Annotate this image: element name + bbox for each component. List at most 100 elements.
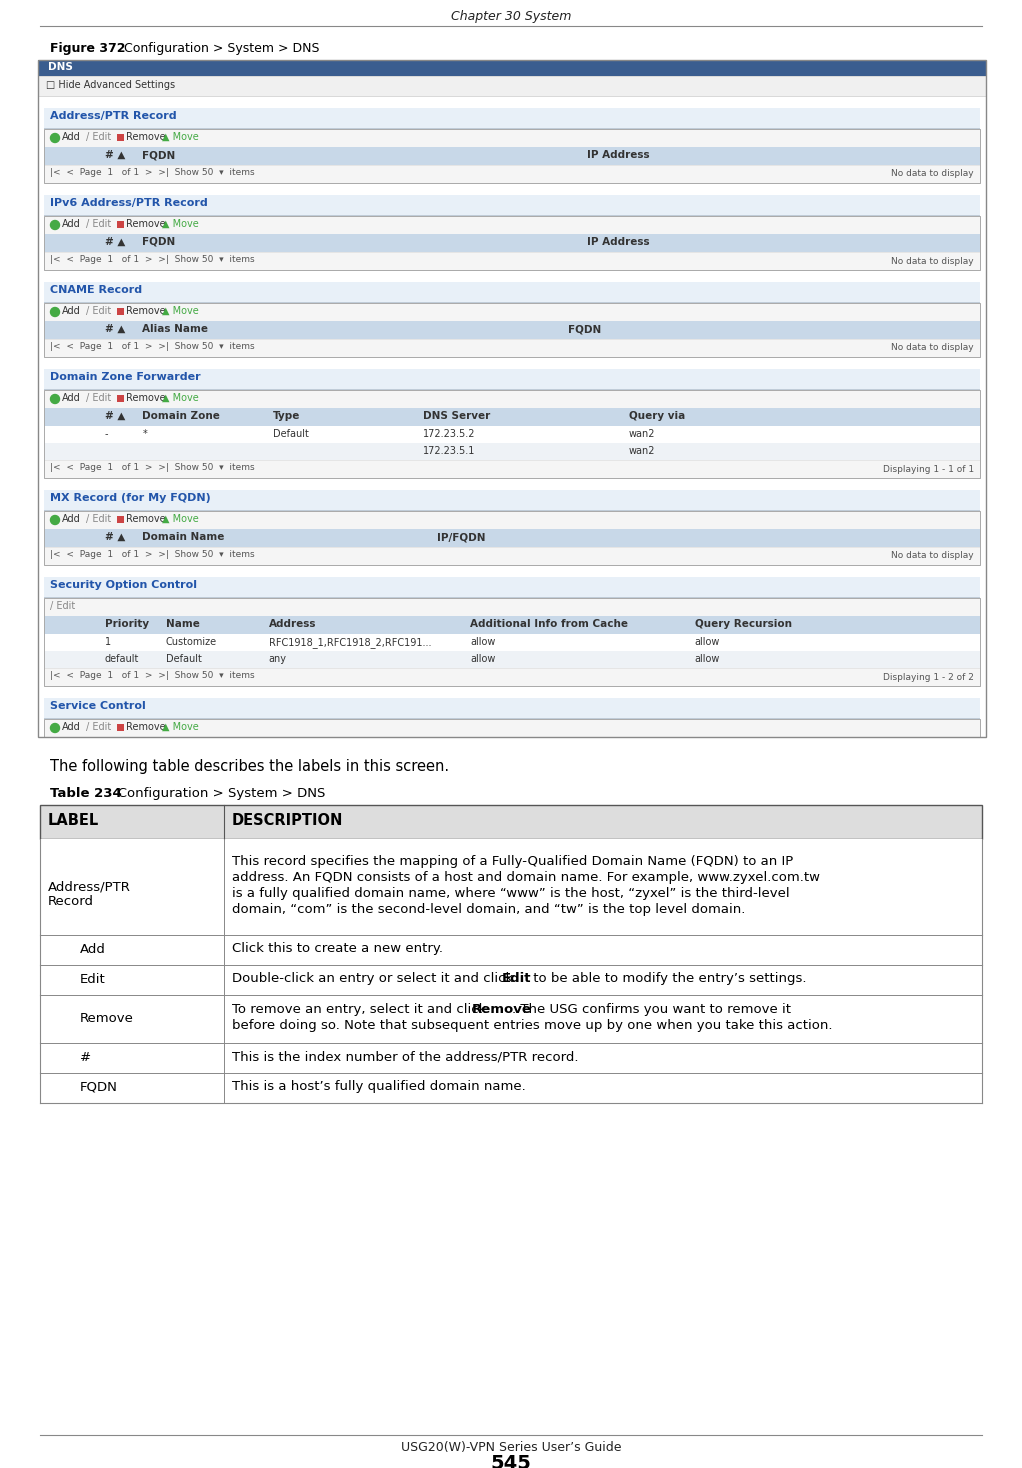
Bar [44,216,980,233]
Text: 172.23.5.2: 172.23.5.2 [423,429,475,439]
Bar [44,597,980,686]
Text: The following table describes the labels in this screen.: The following table describes the labels… [50,759,449,774]
Text: Remove: Remove [80,1011,134,1025]
Text: Name: Name [166,619,199,628]
Text: before doing so. Note that subsequent entries move up by one when you take this : before doing so. Note that subsequent en… [232,1019,832,1032]
Bar [44,390,980,479]
Circle shape [50,220,59,229]
Text: Type: Type [273,411,300,421]
Bar [44,302,980,321]
Bar [40,840,982,935]
Text: Table 234: Table 234 [50,787,122,800]
Text: allow: allow [695,655,719,664]
Text: Query Recursion: Query Recursion [695,619,791,628]
Text: LABEL: LABEL [48,813,99,828]
Text: # ▲: # ▲ [105,411,126,421]
Bar [44,597,980,617]
Bar [44,129,980,184]
Bar [117,134,124,141]
Text: IP/FQDN: IP/FQDN [437,531,485,542]
Text: # ▲: # ▲ [105,236,126,247]
Bar [117,308,124,316]
Bar [117,395,124,402]
Text: Domain Zone Forwarder: Domain Zone Forwarder [50,371,200,382]
Text: USG20(W)-VPN Series User’s Guide: USG20(W)-VPN Series User’s Guide [401,1442,621,1453]
Text: / Edit: / Edit [86,393,111,404]
Text: Add: Add [62,393,81,404]
Bar [44,252,980,270]
Bar [117,724,124,731]
Text: DESCRIPTION: DESCRIPTION [232,813,343,828]
Text: Add: Add [62,132,81,142]
Text: Remove: Remove [126,132,166,142]
Text: ▲ Move: ▲ Move [162,132,198,142]
Bar [44,233,980,252]
Bar [44,548,980,565]
Circle shape [50,134,59,142]
Text: |<  <  Page  1   of 1  >  >|  Show 50  ▾  items: |< < Page 1 of 1 > >| Show 50 ▾ items [50,550,254,559]
Text: domain, “com” is the second-level domain, and “tw” is the top level domain.: domain, “com” is the second-level domain… [232,903,745,916]
Text: This is the index number of the address/PTR record.: This is the index number of the address/… [232,1050,578,1063]
Bar [44,511,980,528]
Text: DNS Server: DNS Server [423,411,491,421]
Text: IPv6 Address/PTR Record: IPv6 Address/PTR Record [50,198,207,208]
Text: Address/PTR
Record: Address/PTR Record [48,879,131,909]
Text: |<  <  Page  1   of 1  >  >|  Show 50  ▾  items: |< < Page 1 of 1 > >| Show 50 ▾ items [50,167,254,178]
Text: ▲ Move: ▲ Move [162,305,198,316]
Bar [44,490,980,509]
Bar [44,321,980,339]
Bar [44,443,980,459]
Bar [40,1042,982,1073]
Text: wan2: wan2 [629,446,655,457]
Text: #: # [80,1051,91,1064]
Circle shape [50,724,59,733]
Text: Add: Add [62,722,81,733]
Bar [44,147,980,164]
Bar [44,719,980,737]
Bar [117,515,124,523]
Text: Service Control: Service Control [50,702,146,711]
Text: Additional Info from Cache: Additional Info from Cache [470,619,628,628]
Bar [44,368,980,389]
Text: Remove: Remove [126,722,166,733]
Text: FQDN: FQDN [142,150,176,160]
Text: wan2: wan2 [629,429,655,439]
Text: Edit: Edit [80,973,105,986]
Bar [44,390,980,408]
Text: Figure 372: Figure 372 [50,43,126,54]
Bar [38,76,986,95]
Text: CNAME Record: CNAME Record [50,285,142,295]
Circle shape [50,515,59,524]
Text: |<  <  Page  1   of 1  >  >|  Show 50  ▾  items: |< < Page 1 of 1 > >| Show 50 ▾ items [50,255,254,264]
Text: Configuration > System > DNS: Configuration > System > DNS [105,787,325,800]
Bar [44,650,980,668]
Text: Displaying 1 - 2 of 2: Displaying 1 - 2 of 2 [883,672,974,681]
Text: allow: allow [695,637,719,647]
Text: Default: Default [166,655,201,664]
Text: / Edit: / Edit [86,305,111,316]
Text: Chapter 30 System: Chapter 30 System [451,10,571,23]
Text: Address: Address [269,619,316,628]
Text: . The USG confirms you want to remove it: . The USG confirms you want to remove it [512,1003,791,1016]
Text: # ▲: # ▲ [105,324,126,335]
Bar [38,60,986,76]
Bar [44,129,980,147]
Text: To remove an entry, select it and click: To remove an entry, select it and click [232,1003,491,1016]
Bar [44,216,980,270]
Text: IP Address: IP Address [587,150,650,160]
Bar [40,1073,982,1102]
Text: # ▲: # ▲ [105,150,126,160]
Text: Remove: Remove [126,393,166,404]
Bar [44,339,980,357]
Text: / Edit: / Edit [50,600,76,611]
Text: FQDN: FQDN [142,236,176,247]
Text: Add: Add [62,219,81,229]
Bar [44,697,980,718]
Bar [38,60,986,737]
Text: No data to display: No data to display [891,552,974,561]
Bar [44,426,980,443]
Text: Remove: Remove [126,514,166,524]
Text: ▲ Move: ▲ Move [162,722,198,733]
Bar [44,408,980,426]
Text: |<  <  Page  1   of 1  >  >|  Show 50  ▾  items: |< < Page 1 of 1 > >| Show 50 ▾ items [50,462,254,473]
